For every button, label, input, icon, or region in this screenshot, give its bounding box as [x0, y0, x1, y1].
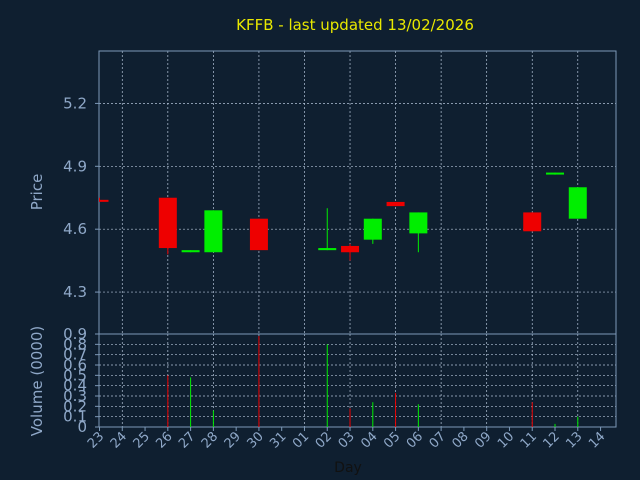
candle-body [341, 245, 360, 253]
price-tick-label: 4.9 [63, 157, 87, 175]
candle-body [158, 197, 177, 249]
volume-tick-label: 0.2 [63, 397, 87, 415]
candle-body [409, 212, 428, 234]
price-tick-label: 5.2 [63, 94, 87, 112]
candle-body [249, 218, 268, 251]
price-axis: 4.3 4.6 4.9 5.2 [63, 94, 99, 301]
volume-axis-label: Volume (0000) [28, 326, 46, 436]
volume-tick-label: 0 [77, 418, 87, 436]
volume-tick-label: 0.6 [63, 356, 87, 374]
volume-bars [167, 336, 579, 427]
volume-tick-label: 0.7 [63, 346, 87, 364]
candle-body [363, 218, 382, 240]
candles [99, 172, 587, 261]
candle-body [318, 248, 337, 251]
volume-tick-label: 0.8 [63, 335, 87, 353]
candle-body [568, 187, 587, 219]
price-tick-label: 4.3 [63, 283, 87, 301]
candle-body [181, 250, 200, 253]
volume-tick-label: 0.5 [63, 366, 87, 384]
candle-body [546, 172, 565, 175]
x-axis-label: Day [334, 460, 362, 476]
price-tick-label: 4.6 [63, 220, 87, 238]
volume-tick-label: 0.9 [63, 325, 87, 343]
chart-title: KFFB - last updated 13/02/2026 [236, 16, 474, 34]
volume-tick-label: 0.4 [63, 377, 87, 395]
volume-panel: 00.10.20.30.40.50.60.70.80.9 Volume (000… [28, 325, 617, 436]
candle-body [386, 201, 405, 207]
candle-body [523, 212, 542, 232]
volume-axis: 00.10.20.30.40.50.60.70.80.9 [63, 325, 99, 436]
x-axis: 23 24 25 26 27 28 29 30 31 01 02 03 04 05 06 07 08 09 10 11… [85, 427, 608, 452]
volume-tick-label: 0.1 [63, 408, 87, 426]
price-axis-label: Price [28, 174, 46, 211]
price-panel: 4.3 4.6 4.9 5.2 Price [28, 50, 617, 335]
volume-tick-label: 0.3 [63, 387, 87, 405]
volume-panel-frame [98, 333, 617, 428]
candle-body [100, 199, 109, 202]
candle-body [204, 210, 223, 253]
